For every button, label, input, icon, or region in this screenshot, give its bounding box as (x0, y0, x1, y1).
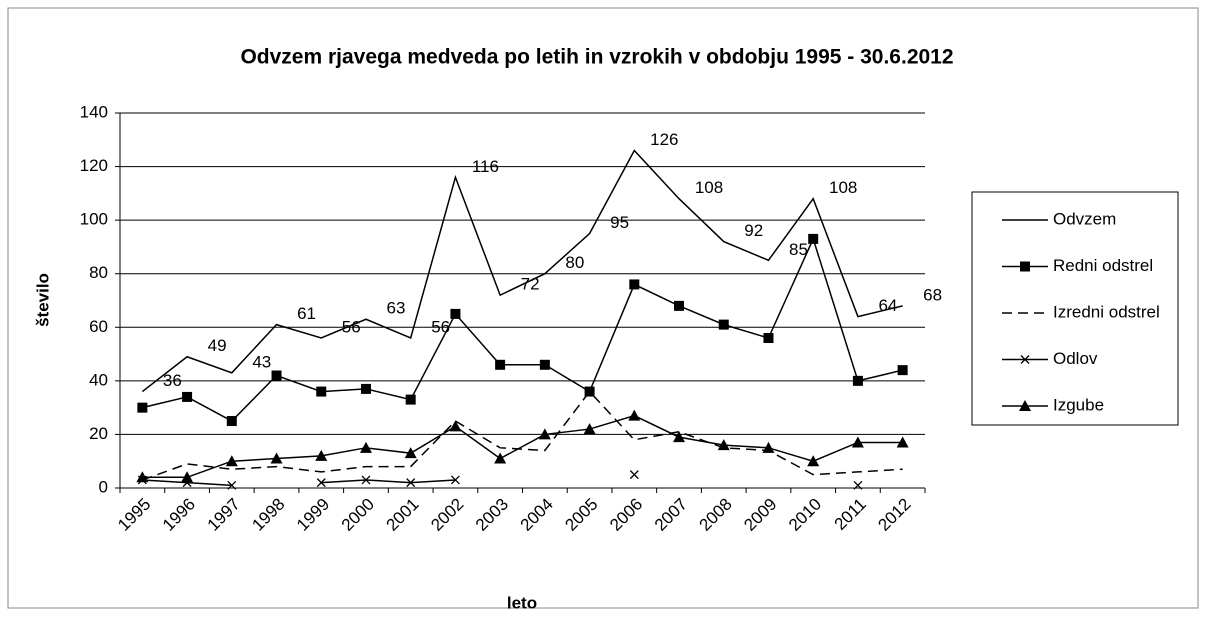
data-point (851, 436, 864, 448)
y-tick-label: 120 (80, 156, 108, 175)
x-axis-title: leto (507, 593, 537, 612)
y-axis-title: število (33, 273, 52, 327)
data-point (450, 308, 461, 319)
series-line (141, 149, 903, 393)
data-point (406, 478, 416, 488)
data-point (763, 333, 774, 343)
data-point (360, 383, 371, 394)
data-label: 72 (521, 275, 540, 294)
legend-label: Odvzem (1053, 209, 1116, 228)
data-point (629, 279, 640, 290)
data-point (316, 478, 326, 488)
data-label: 80 (565, 253, 584, 272)
legend-marker (1020, 355, 1030, 364)
data-point (182, 391, 193, 402)
data-label: 61 (297, 304, 316, 323)
data-label: 56 (342, 317, 361, 336)
data-point (896, 436, 909, 448)
data-label: 56 (431, 317, 450, 336)
y-tick-label: 80 (89, 263, 108, 282)
data-label: 36 (163, 371, 182, 390)
data-point (404, 447, 417, 459)
data-point (449, 420, 462, 432)
series-line (142, 414, 903, 479)
data-point (226, 416, 237, 427)
data-label: 126 (650, 130, 678, 149)
y-tick-label: 20 (89, 424, 108, 443)
legend-label: Izredni odstrel (1053, 302, 1160, 321)
legend-box (971, 191, 1179, 426)
data-label: 95 (610, 213, 629, 232)
data-point (673, 431, 686, 443)
data-label: 108 (695, 178, 723, 197)
data-point (897, 365, 908, 376)
data-point (181, 471, 194, 483)
data-point (852, 375, 863, 386)
legend-marker (1020, 261, 1030, 272)
data-point (538, 428, 551, 440)
legend-label: Izgube (1053, 395, 1104, 414)
data-point (629, 470, 639, 480)
data-point (494, 452, 507, 464)
data-label: 64 (878, 296, 897, 315)
y-tick-label: 40 (89, 370, 108, 389)
data-point (359, 441, 372, 453)
data-point (539, 359, 550, 370)
y-tick-label: 60 (89, 317, 108, 336)
data-point (808, 233, 819, 244)
data-point (271, 370, 282, 381)
series-line (142, 390, 903, 481)
y-tick-label: 0 (99, 477, 108, 496)
data-point (674, 300, 685, 311)
data-point (270, 452, 283, 464)
data-point (762, 441, 775, 453)
data-label: 116 (472, 157, 499, 176)
y-tick-label: 100 (80, 210, 108, 229)
data-point (584, 386, 595, 397)
data-label: 92 (744, 221, 763, 240)
data-point (628, 409, 641, 421)
data-point (583, 423, 596, 435)
data-label: 68 (923, 285, 942, 304)
legend-marker (1019, 400, 1031, 411)
data-point (136, 471, 149, 483)
data-point (853, 480, 863, 490)
data-point (405, 394, 416, 405)
data-point (227, 480, 237, 490)
chart-title: Odvzem rjavega medveda po letih in vzrok… (240, 46, 953, 69)
legend-label: Odlov (1053, 349, 1098, 368)
data-label: 49 (208, 336, 227, 355)
series-line (142, 236, 903, 422)
y-tick-label: 140 (80, 102, 108, 121)
data-point (137, 402, 148, 413)
data-point (315, 449, 328, 461)
legend-label: Redni odstrel (1053, 256, 1153, 275)
data-point (718, 319, 729, 330)
data-point (316, 386, 327, 397)
data-label: 108 (829, 178, 857, 197)
data-point (495, 359, 506, 370)
data-point (807, 455, 820, 467)
data-label: 85 (789, 240, 808, 259)
data-point (717, 439, 730, 451)
data-point (361, 475, 371, 485)
data-point (450, 475, 460, 485)
data-label: 43 (252, 352, 271, 371)
data-point (225, 455, 238, 467)
data-label: 63 (387, 299, 406, 318)
